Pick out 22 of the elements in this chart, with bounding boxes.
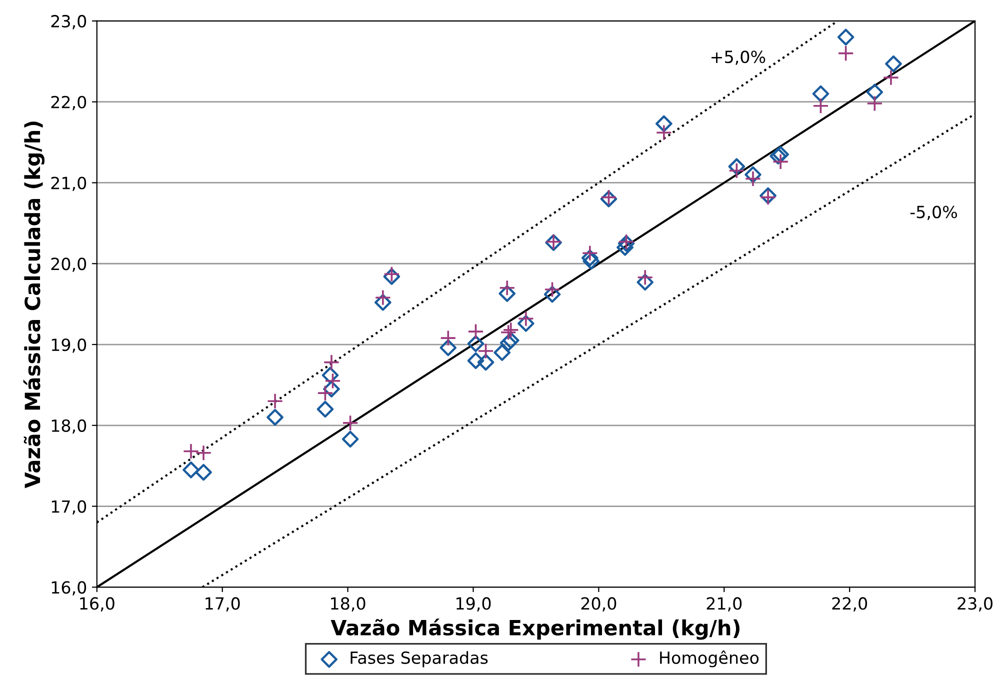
y-tick-label: 20,0: [51, 258, 86, 272]
legend-label: Homogêneo: [660, 650, 759, 668]
y-tick-label: 17,0: [52, 500, 86, 515]
y-tick-label: 19,0: [52, 338, 86, 353]
x-tick-label: 22,0: [832, 597, 868, 612]
x-tick-label: 21,0: [706, 597, 742, 612]
x-tick-label: 18,0: [331, 597, 366, 612]
y-tick-label: 22,0: [51, 96, 86, 110]
x-tick-label: 20,0: [581, 597, 616, 612]
x-tick-label: 17,0: [206, 597, 240, 612]
x-axis-title: Vazão Mássica Experimental (kg/h): [330, 618, 740, 640]
y-axis-title: Vazão Mássica Calculada (kg/h): [23, 122, 45, 488]
x-tick-label: 23,0: [958, 597, 992, 612]
x-tick-label: 19,0: [456, 597, 491, 612]
x-tick-label: 16,0: [80, 597, 114, 612]
annotation: +5,0%: [712, 50, 766, 65]
annotation: -5,0%: [910, 206, 958, 220]
y-tick-label: 18,0: [52, 419, 86, 434]
y-tick-label: 21,0: [51, 176, 86, 192]
legend-label: Fases Separadas: [350, 651, 488, 668]
y-tick-label: 23,0: [51, 14, 86, 30]
y-tick-label: 16,0: [52, 581, 86, 596]
